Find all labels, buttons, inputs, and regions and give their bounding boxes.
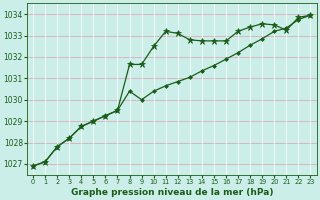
X-axis label: Graphe pression niveau de la mer (hPa): Graphe pression niveau de la mer (hPa) (70, 188, 273, 197)
